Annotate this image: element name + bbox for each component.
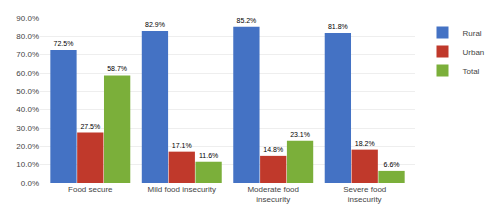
svg-text:40.0%: 40.0% (16, 105, 39, 114)
svg-text:80.0%: 80.0% (16, 32, 39, 41)
svg-text:20.0%: 20.0% (16, 142, 39, 151)
svg-text:Total: Total (463, 67, 480, 76)
svg-text:17.1%: 17.1% (172, 142, 192, 149)
svg-text:58.7%: 58.7% (107, 65, 127, 72)
svg-text:70.0%: 70.0% (16, 50, 39, 59)
svg-text:6.6%: 6.6% (384, 161, 400, 168)
svg-text:82.9%: 82.9% (145, 21, 165, 28)
svg-text:Urban: Urban (463, 48, 485, 57)
svg-text:10.0%: 10.0% (16, 160, 39, 169)
svg-text:0.0%: 0.0% (21, 179, 39, 188)
svg-text:Mild food insecurity: Mild food insecurity (148, 185, 216, 194)
svg-text:85.2%: 85.2% (236, 17, 256, 24)
svg-text:18.2%: 18.2% (355, 140, 375, 147)
svg-text:50.0%: 50.0% (16, 87, 39, 96)
svg-text:11.6%: 11.6% (199, 152, 218, 159)
svg-text:60.0%: 60.0% (16, 69, 39, 78)
svg-text:Severe foodinsecurity: Severe foodinsecurity (343, 185, 386, 204)
svg-text:30.0%: 30.0% (16, 124, 39, 133)
svg-text:Moderate foodinsecurity: Moderate foodinsecurity (247, 185, 299, 204)
svg-text:81.8%: 81.8% (328, 23, 348, 30)
svg-text:90.0%: 90.0% (16, 14, 39, 23)
svg-text:23.1%: 23.1% (290, 131, 310, 138)
svg-text:Rural: Rural (463, 29, 482, 38)
svg-text:14.8%: 14.8% (263, 146, 283, 153)
svg-text:Food secure: Food secure (68, 185, 113, 194)
svg-text:72.5%: 72.5% (54, 40, 74, 47)
svg-text:27.5%: 27.5% (80, 123, 100, 130)
